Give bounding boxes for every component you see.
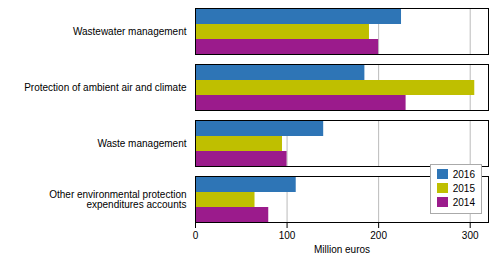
svg-text:Other environmental protection: Other environmental protectionexpenditur…: [49, 189, 186, 210]
svg-text:100: 100: [279, 230, 296, 241]
svg-text:Waste management: Waste management: [97, 138, 186, 149]
svg-text:200: 200: [370, 230, 387, 241]
svg-text:300: 300: [462, 230, 479, 241]
html-text:2016: 2016: [452, 169, 475, 180]
html-text:2015: 2015: [452, 183, 475, 194]
svg-text:0: 0: [193, 230, 199, 241]
html-text:2014: 2014: [452, 197, 475, 208]
svg-text:Wastewater management: Wastewater management: [73, 26, 187, 37]
svg-text:Million euros: Million euros: [314, 244, 370, 255]
svg-text:Protection of ambient air and: Protection of ambient air and climate: [24, 82, 187, 93]
